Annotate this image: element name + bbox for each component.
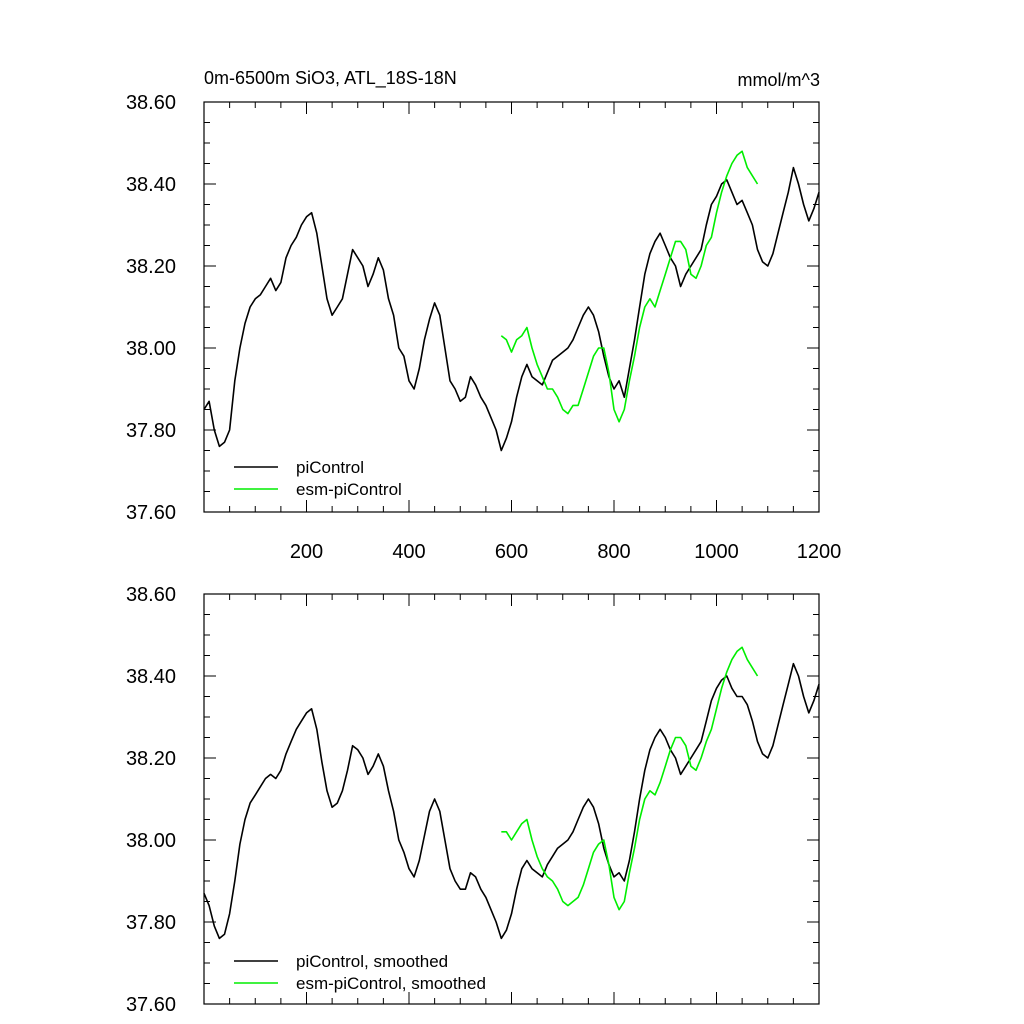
y-tick-label: 38.00	[126, 830, 176, 852]
plot-frame	[203, 101, 820, 513]
y-tick-label: 37.60	[126, 502, 176, 524]
x-tick-labels: 200 400 600 800 1000 1200	[290, 541, 841, 563]
legend-label: esm-piControl, smoothed	[296, 974, 486, 993]
y-tick-label: 38.60	[126, 584, 176, 606]
y-tick-labels: 37.60 37.80 38.00 38.20 38.40 38.60	[126, 584, 176, 1016]
bottom-panel: 37.60 37.80 38.00 38.20 38.40 38.60 piControl…	[126, 584, 820, 1016]
y-tick-label: 38.40	[126, 174, 176, 196]
y-tick-label: 37.60	[126, 994, 176, 1016]
series-line-1	[500, 150, 759, 423]
axis-ticks	[204, 593, 820, 1005]
y-tick-label: 38.20	[126, 748, 176, 770]
y-tick-label: 38.20	[126, 256, 176, 278]
legend-label: esm-piControl	[296, 480, 402, 499]
series-lines	[203, 150, 820, 452]
x-tick-label: 400	[392, 541, 425, 563]
chart-title: 0m-6500m SiO3, ATL_18S-18N	[204, 68, 457, 89]
units-label: mmol/m^3	[738, 70, 820, 90]
series-lines	[203, 646, 820, 940]
legend-label: piControl	[296, 458, 364, 477]
legend: piControl esm-piControl	[234, 458, 402, 499]
x-tick-label: 200	[290, 541, 323, 563]
y-tick-label: 38.40	[126, 666, 176, 688]
series-line-0	[203, 662, 820, 940]
y-tick-labels: 37.60 37.80 38.00 38.20 38.40 38.60	[126, 92, 176, 524]
y-tick-label: 37.80	[126, 420, 176, 442]
legend: piControl, smoothed esm-piControl, smooth…	[234, 952, 486, 993]
series-line-0	[203, 166, 820, 452]
x-tick-label: 600	[495, 541, 528, 563]
y-tick-label: 38.60	[126, 92, 176, 114]
top-panel: 0m-6500m SiO3, ATL_18S-18N mmol/m^3 37.6…	[126, 68, 841, 563]
series-line-1	[501, 646, 759, 911]
legend-label: piControl, smoothed	[296, 952, 448, 971]
axis-ticks	[204, 101, 820, 513]
plot-frame	[203, 593, 820, 1005]
x-tick-label: 1200	[797, 541, 842, 563]
y-tick-label: 38.00	[126, 338, 176, 360]
y-tick-label: 37.80	[126, 912, 176, 934]
x-tick-label: 1000	[694, 541, 739, 563]
x-tick-label: 800	[597, 541, 630, 563]
